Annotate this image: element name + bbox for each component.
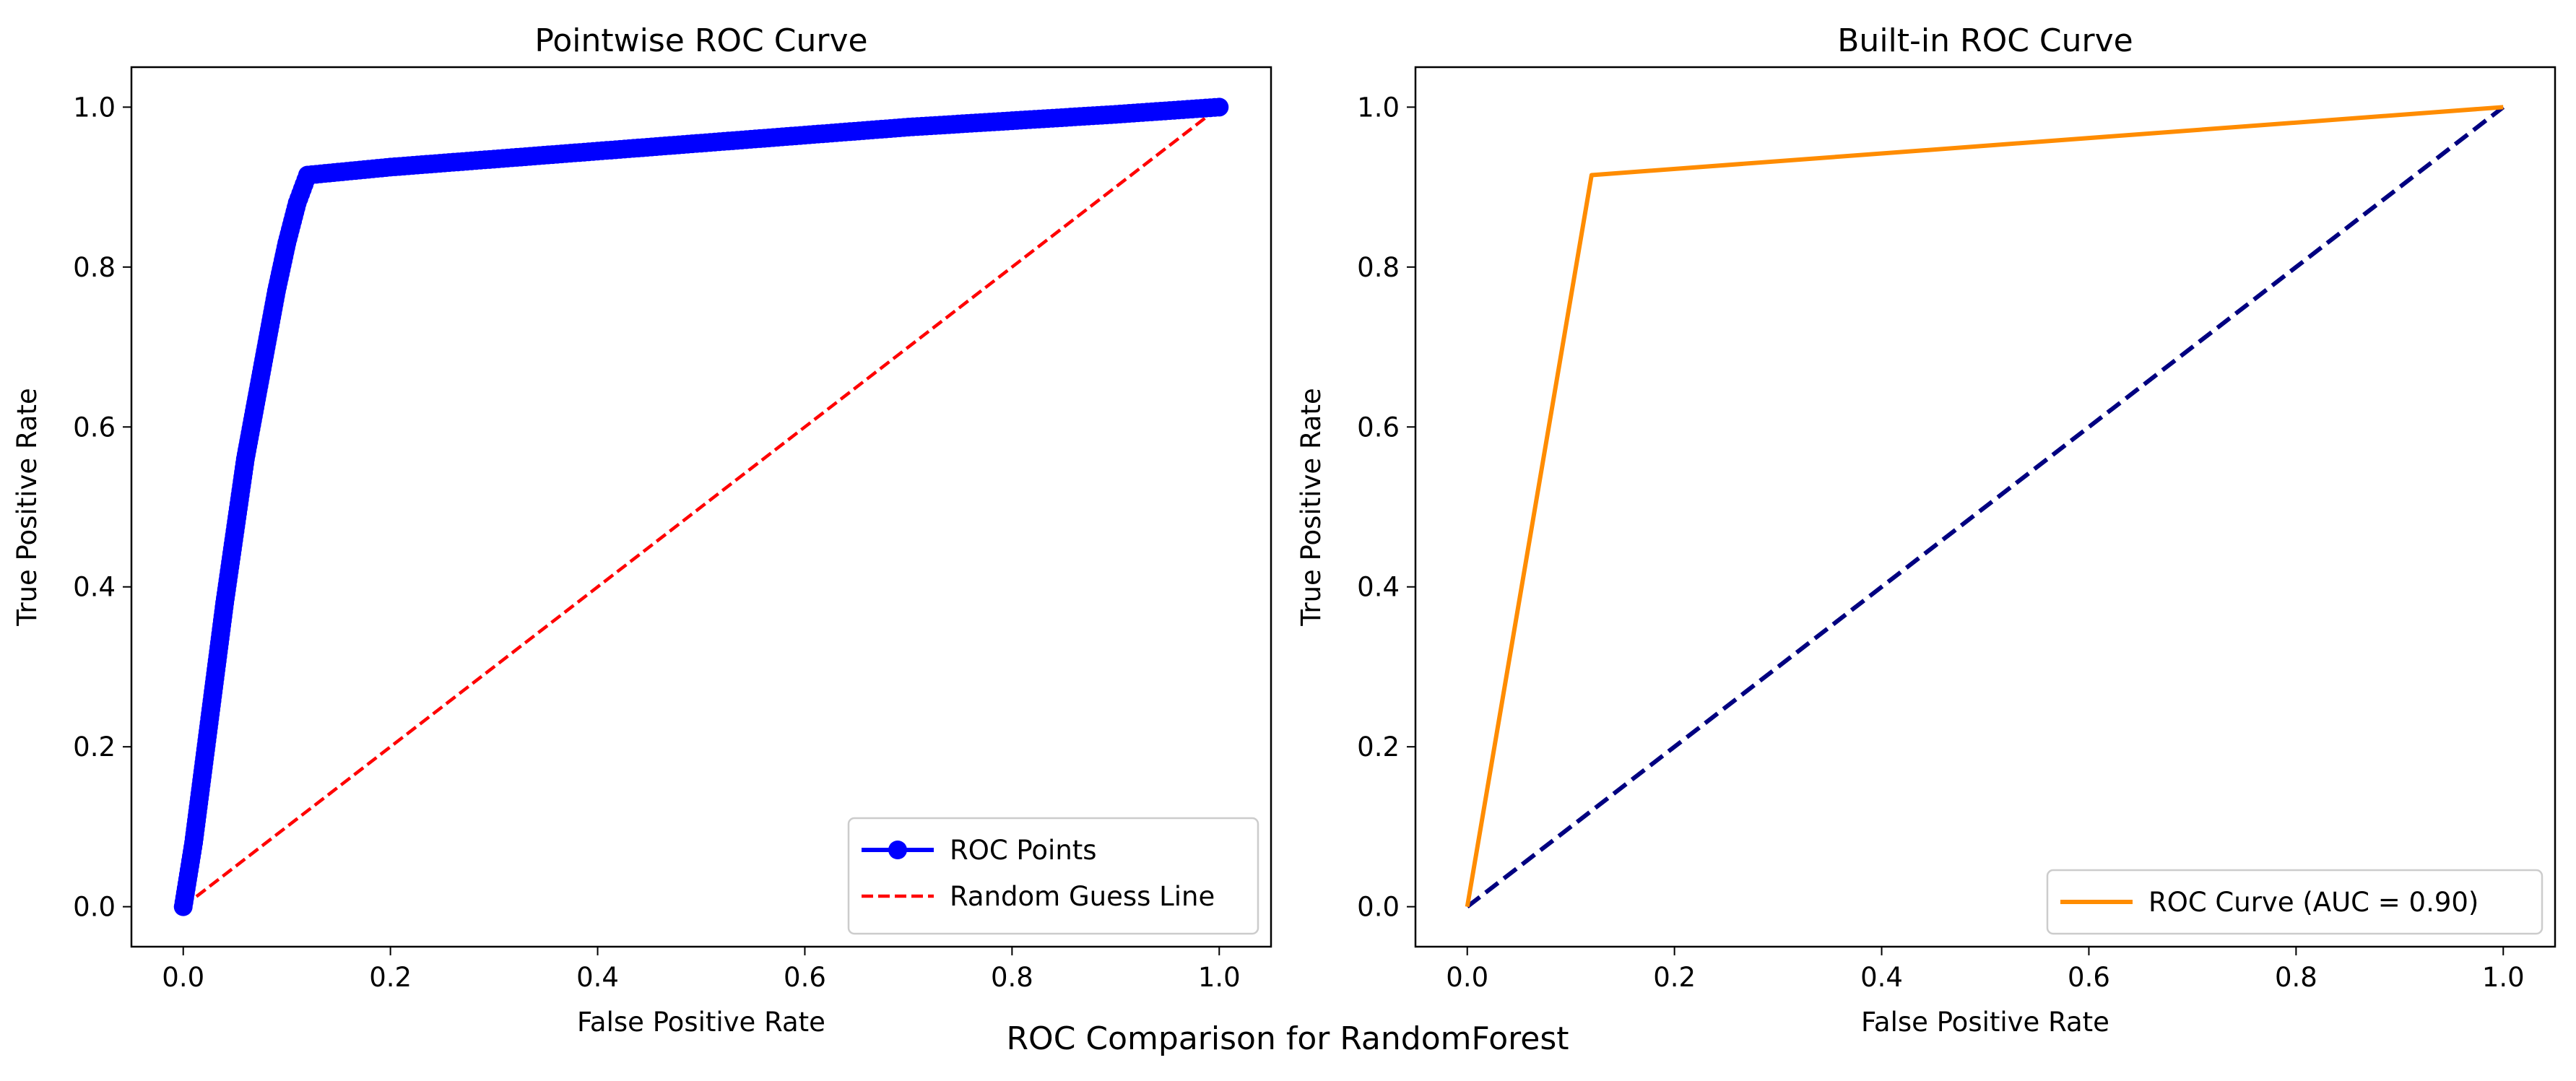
axes-frame: [130, 66, 1272, 948]
legend-entry: Random Guess Line: [950, 881, 1215, 912]
x-axis-label: False Positive Rate: [1861, 1007, 2109, 1038]
y-tick-label: 1.0: [1357, 92, 1400, 123]
legend-marker: [888, 841, 907, 859]
chart-pointwise-roc: 0.0 0.2 0.4 0.6 0.8 1.0 0.0 0.2 0.4 0.6 0.8 1.0 Poin…: [12, 22, 1272, 1038]
x-tick-label: 0.8: [991, 962, 1033, 993]
x-axis-label: False Positive Rate: [577, 1007, 825, 1038]
legend-entry: ROC Points: [950, 835, 1097, 866]
series-line-0: [1465, 105, 2504, 908]
chart-title: Pointwise ROC Curve: [534, 22, 867, 59]
x-tick-label: 0.6: [2068, 962, 2110, 993]
y-tick-label: 1.0: [73, 92, 116, 123]
y-tick-label: 0.6: [1357, 412, 1400, 443]
y-tick-label: 0.6: [73, 412, 116, 443]
y-tick-label: 0.2: [1357, 731, 1400, 763]
data-point: [1210, 97, 1229, 117]
legend-box: [847, 817, 1259, 935]
series-line-1: [182, 105, 1220, 908]
y-tick-label: 0.8: [73, 252, 116, 283]
y-tick-label: 0.8: [1357, 252, 1400, 283]
chart-builtin-roc: 0.0 0.2 0.4 0.6 0.8 1.0 0.0 0.2 0.4 0.6 0.8 1.0 Buil…: [1296, 22, 2557, 1038]
axes-frame: [1414, 66, 2557, 948]
y-axis-label: True Positive Rate: [1296, 388, 1327, 627]
x-tick-label: 0.4: [576, 962, 619, 993]
y-tick-label: 0.4: [1357, 572, 1400, 603]
y-tick-label: 0.4: [73, 572, 116, 603]
y-axis-label: True Positive Rate: [12, 388, 43, 627]
y-tick-label: 0.0: [73, 892, 116, 923]
x-tick-label: 0.6: [784, 962, 826, 993]
legend-entry: ROC Curve (AUC = 0.90): [2148, 887, 2479, 918]
x-tick-label: 0.0: [1446, 962, 1488, 993]
x-tick-label: 0.0: [162, 962, 204, 993]
x-tick-label: 0.2: [369, 962, 412, 993]
series-line-1: [1465, 105, 2505, 909]
x-tick-label: 0.8: [2275, 962, 2317, 993]
x-tick-label: 1.0: [1198, 962, 1241, 993]
x-tick-label: 1.0: [2482, 962, 2525, 993]
chart-title: Built-in ROC Curve: [1837, 22, 2133, 59]
y-tick-label: 0.2: [73, 731, 116, 763]
x-tick-label: 0.4: [1860, 962, 1903, 993]
x-tick-label: 0.2: [1653, 962, 1696, 993]
figure-suptitle: ROC Comparison for RandomForest: [1006, 1020, 1569, 1057]
legend-box: [2046, 869, 2544, 935]
y-tick-label: 0.0: [1357, 892, 1400, 923]
